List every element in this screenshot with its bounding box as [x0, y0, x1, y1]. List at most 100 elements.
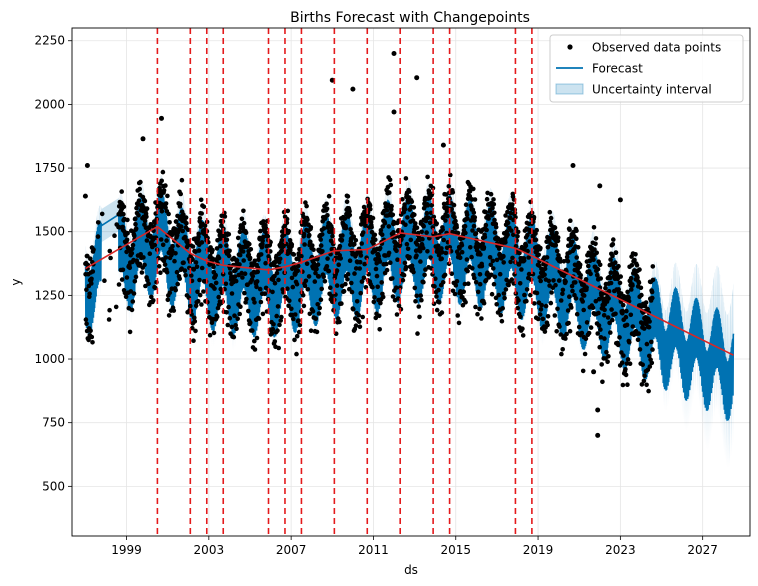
observed-point: [84, 321, 89, 327]
observed-point: [647, 353, 652, 359]
observed-point: [316, 274, 322, 279]
observed-point: [575, 245, 581, 250]
observed-point: [301, 303, 307, 309]
observed-point: [198, 197, 204, 203]
observed-point: [304, 203, 309, 209]
observed-point: [616, 263, 621, 269]
observed-point: [598, 276, 603, 281]
x-tick-label: 2023: [605, 543, 636, 557]
observed-point: [490, 258, 496, 264]
observed-point: [116, 282, 122, 287]
observed-point: [313, 316, 319, 321]
observed-point: [217, 236, 223, 242]
observed-point: [393, 285, 399, 291]
observed-point: [276, 345, 282, 351]
observed-point: [397, 242, 403, 248]
observed-point: [291, 316, 296, 322]
observed-point: [420, 245, 426, 251]
observed-point: [182, 268, 188, 273]
observed-point: [471, 186, 476, 192]
observed-point: [318, 243, 324, 248]
observed-point: [357, 259, 363, 265]
observed-point: [628, 275, 634, 281]
observed-point: [564, 331, 569, 337]
observed-point: [606, 296, 611, 301]
observed-point: [584, 285, 589, 290]
observed-point: [339, 237, 345, 243]
observed-point: [277, 256, 283, 262]
observed-point: [337, 319, 342, 325]
observed-point: [472, 215, 478, 220]
observed-point: [414, 225, 420, 230]
observed-point: [141, 205, 146, 210]
observed-point: [358, 253, 364, 258]
observed-point: [318, 297, 324, 303]
observed-point: [469, 254, 474, 260]
observed-point: [513, 215, 518, 220]
observed-point: [158, 237, 164, 242]
observed-point: [216, 294, 221, 300]
observed-point: [581, 307, 586, 313]
observed-point: [338, 256, 344, 261]
observed-point: [483, 222, 489, 228]
observed-point: [315, 302, 321, 307]
observed-point: [424, 230, 429, 235]
observed-point: [184, 221, 189, 226]
observed-point: [301, 214, 306, 220]
observed-point: [124, 275, 130, 280]
observed-point: [596, 310, 601, 316]
observed-point: [312, 279, 318, 284]
observed-point: [119, 189, 124, 194]
observed-point: [459, 249, 465, 255]
observed-point: [454, 279, 460, 284]
observed-point: [386, 224, 392, 229]
observed-point: [439, 310, 445, 315]
observed-point: [606, 289, 612, 294]
observed-point: [473, 231, 479, 236]
observed-point: [226, 253, 232, 259]
observed-point: [302, 283, 308, 289]
observed-point: [250, 328, 255, 333]
observed-point: [173, 287, 178, 293]
observed-point: [491, 197, 496, 202]
observed-point: [416, 304, 422, 309]
observed-point: [248, 247, 254, 252]
observed-point: [373, 315, 379, 321]
observed-point: [142, 262, 147, 268]
observed-point: [439, 250, 445, 255]
observed-point: [307, 232, 312, 238]
observed-point: [223, 281, 229, 287]
observed-point: [189, 273, 194, 278]
observed-point: [167, 220, 172, 225]
observed-point: [263, 225, 269, 231]
observed-point: [608, 280, 614, 286]
observed-point: [318, 237, 324, 242]
observed-point: [274, 313, 280, 319]
observed-point: [151, 298, 156, 303]
observed-point: [308, 328, 314, 334]
observed-point: [534, 227, 539, 233]
observed-point: [625, 357, 631, 362]
observed-point: [121, 211, 126, 217]
observed-point: [424, 210, 430, 216]
observed-point: [175, 281, 180, 287]
observed-point: [402, 260, 408, 266]
observed-point: [113, 304, 119, 310]
observed-point: [201, 204, 207, 209]
observed-point: [343, 225, 349, 231]
observed-point: [144, 238, 150, 243]
observed-point: [650, 277, 656, 283]
observed-point: [436, 300, 442, 305]
observed-point: [580, 299, 585, 304]
observed-point: [560, 347, 565, 352]
observed-point: [636, 331, 641, 336]
observed-point: [382, 220, 388, 226]
observed-point: [341, 288, 347, 294]
observed-point: [555, 306, 560, 312]
observed-point: [578, 273, 583, 278]
observed-point: [294, 333, 300, 339]
observed-point: [257, 286, 263, 292]
observed-point: [473, 304, 478, 310]
observed-point: [629, 263, 635, 268]
